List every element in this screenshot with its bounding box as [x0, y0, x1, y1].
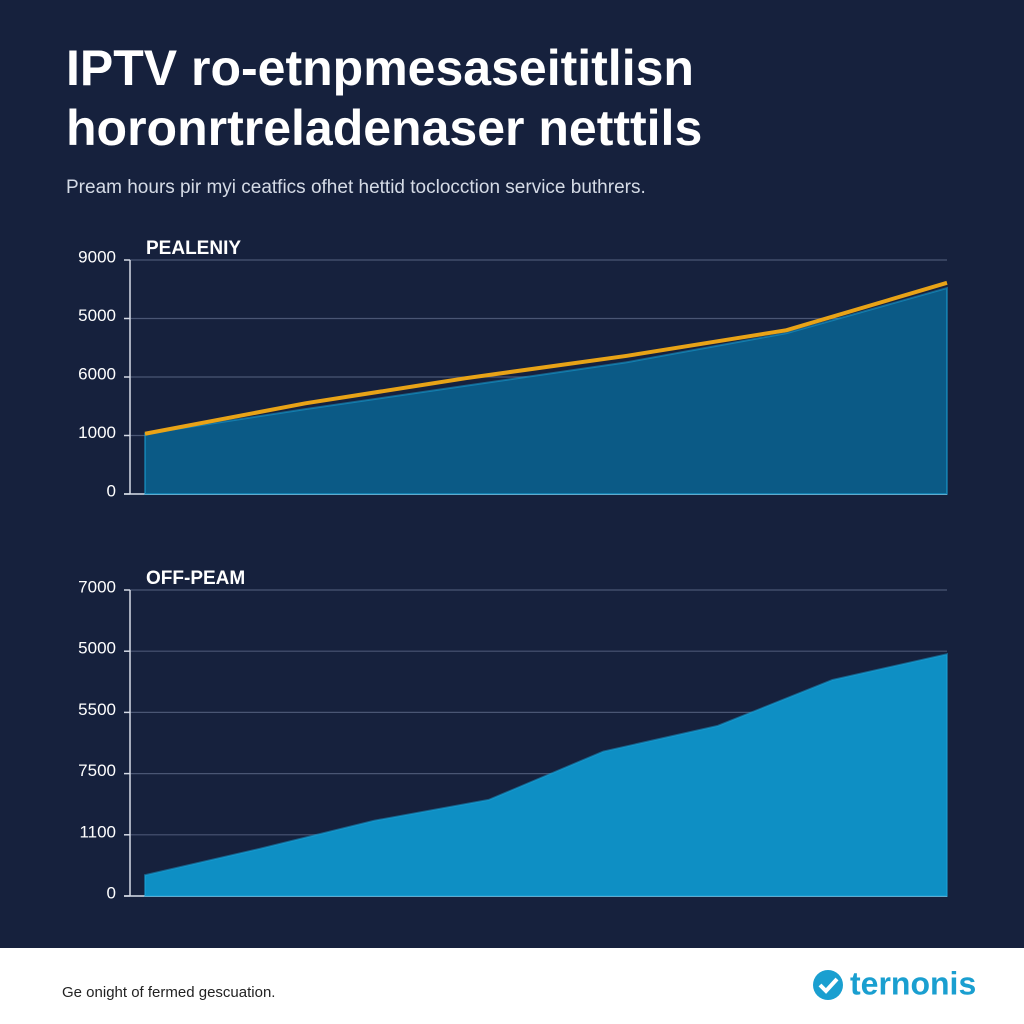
y-tick-label: 5500 [78, 700, 116, 719]
footer-text: Ge onight of fermed gescuation. [62, 984, 275, 1001]
logo-check [818, 977, 839, 994]
y-tick-label: 9000 [78, 247, 116, 266]
y-tick-label: 1000 [78, 423, 116, 442]
y-tick-label: 0 [107, 481, 116, 500]
area [144, 653, 948, 897]
y-tick-label: 0 [107, 883, 116, 902]
y-tick-label: 1100 [79, 822, 116, 841]
y-tick-label: 5000 [78, 639, 116, 658]
line [144, 280, 948, 436]
title-line: IPTV ro-etnpmesaseititlisn [66, 40, 694, 96]
chart-title: PEALENIY [146, 238, 241, 259]
subtitle: Pream hours pir myi ceatfics ofhet hetti… [66, 177, 646, 198]
y-tick-label: 5000 [78, 306, 116, 325]
y-tick-label: 6000 [78, 364, 116, 383]
title-line: horonrtreladenaser netttils [66, 100, 702, 156]
logo-icon [813, 970, 843, 1000]
y-tick-label: 7500 [78, 761, 116, 780]
chart-title: OFF-PEAM [146, 568, 245, 589]
footer [0, 948, 1024, 1024]
y-tick-label: 7000 [78, 577, 116, 596]
logo: ternonis [850, 965, 976, 1001]
